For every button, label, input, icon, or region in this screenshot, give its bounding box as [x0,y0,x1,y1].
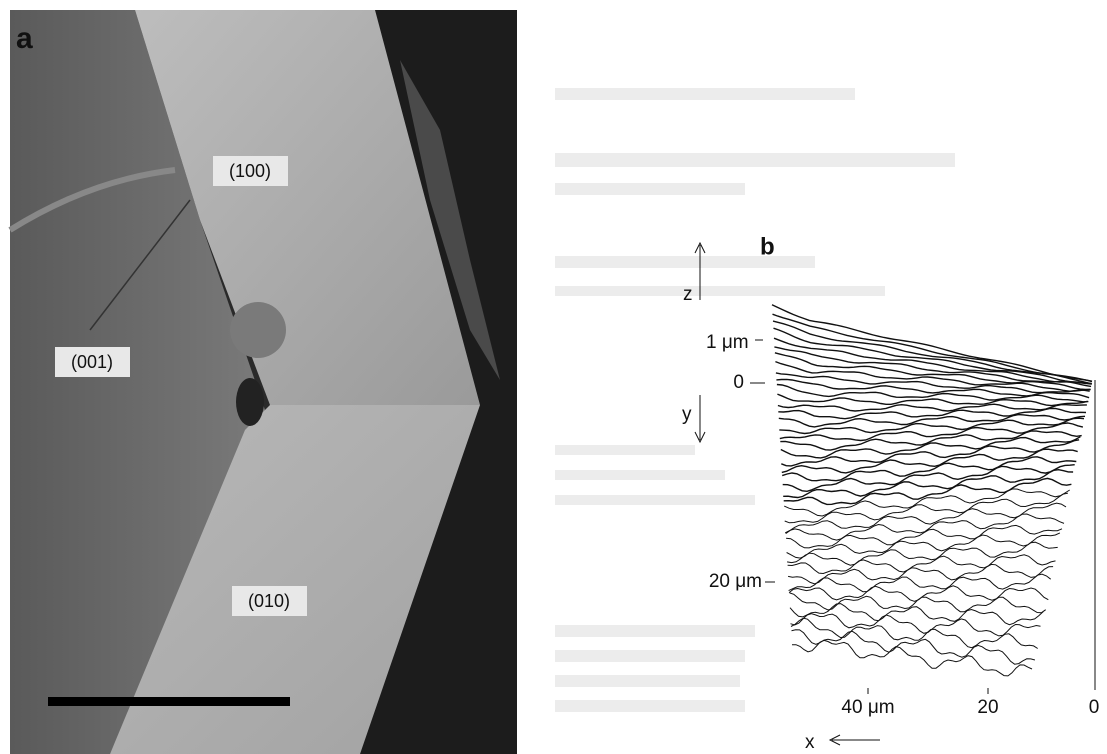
profile-line [788,564,1053,583]
profile-line [781,437,1081,458]
y-tick-label: 0 [733,372,744,393]
panel-label: b [760,233,775,260]
x-tick-label: 0 [1089,697,1100,718]
profile-line [790,604,1043,625]
profile-line [784,489,1069,516]
x-tick-label: 40 μm [841,697,894,718]
y-tick-label: 20 μm [709,571,762,592]
scale-bar [48,697,290,706]
x-tick-label: 20 [977,697,998,718]
profile-line [790,593,1046,613]
inclusion [230,302,286,358]
profile-line [791,614,1041,636]
figure: a (100) (001) (010) b z 1 μm 0 y 20 μm 4… [0,0,1107,754]
sem-image: a (100) (001) (010) [10,10,517,754]
background-text [555,88,955,712]
profile-plot: b z 1 μm 0 y 20 μm 40 μm 20 0 x [682,233,1099,753]
axis-label: y [682,404,692,425]
face-label: (001) [71,352,113,372]
axis-label: x [805,732,815,753]
profile-line [787,542,1058,565]
pit [236,378,264,426]
profile-line [786,514,1064,540]
profile-line [780,431,1081,450]
profile-line [778,404,1087,411]
axis-label: z [683,284,693,305]
profile-line [792,630,1035,664]
profile-line [785,503,1066,533]
scale-label: 1 μm [706,332,749,353]
profile-line [792,640,1032,676]
panel-label: a [16,22,33,55]
face-label: (010) [248,591,290,611]
profile-line [783,465,1075,492]
face-label: (100) [229,161,271,181]
